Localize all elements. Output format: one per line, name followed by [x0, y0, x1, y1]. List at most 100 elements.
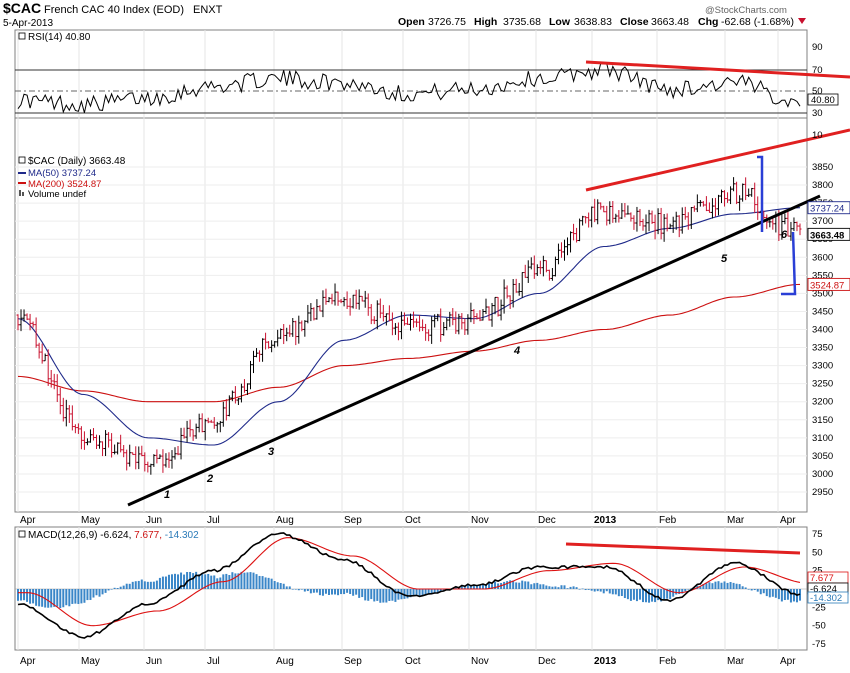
macd-histogram-bar — [478, 584, 481, 589]
macd-label-signal: 7.677, — [134, 530, 162, 541]
rsi-line — [17, 62, 801, 114]
price-tick-label: 3000 — [812, 469, 833, 480]
macd-histogram-bar — [666, 589, 669, 599]
rsi-tick-label: 30 — [812, 108, 823, 119]
macd-histogram-bar — [789, 589, 792, 603]
macd-histogram-bar — [291, 589, 294, 590]
rsi-panel-frame — [14, 29, 808, 119]
macd-histogram-bar — [361, 589, 364, 598]
macd-histogram-bar — [732, 582, 735, 589]
macd-histogram-bar — [536, 582, 539, 589]
price-tick-label: 3600 — [812, 252, 833, 263]
macd-histogram-bar — [614, 589, 617, 595]
macd-histogram-bar — [143, 581, 146, 589]
macd-histogram-bar — [134, 581, 137, 589]
macd-histogram-bar — [98, 589, 101, 597]
resistance-trendline-price — [585, 128, 850, 192]
macd-histogram-bar — [620, 589, 623, 597]
macd-histogram-bar — [560, 585, 563, 589]
macd-histogram-bar — [255, 574, 258, 589]
macd-label-hist: -14.302 — [165, 530, 199, 541]
macd-histogram-bar — [243, 572, 246, 589]
macd-histogram-bar — [32, 589, 35, 604]
ma50-line — [17, 207, 801, 446]
macd-histogram-bar — [705, 583, 708, 589]
macd-histogram-bar — [518, 582, 521, 589]
macd-histogram-bar — [623, 589, 626, 599]
macd-histogram-bar — [433, 589, 436, 594]
price-tick-label: 3400 — [812, 325, 833, 336]
macd-histogram-bar — [533, 583, 536, 589]
macd-tick-label: 50 — [812, 547, 823, 558]
macd-histogram-bar — [394, 589, 397, 602]
macd-histogram-bar — [207, 573, 210, 589]
x-tick-label: Feb — [659, 515, 677, 526]
annotation-layer: 1 2 3 4 5 6 — [127, 60, 850, 555]
macd-histogram-bar — [355, 589, 358, 595]
rsi-tick-label: 10 — [812, 130, 823, 141]
x-tick-label-bottom: 2013 — [594, 656, 617, 667]
wave-label-1: 1 — [164, 489, 170, 501]
x-tick-label-bottom: Sep — [344, 656, 362, 667]
macd-histogram-bar — [654, 589, 657, 603]
x-tick-label-bottom: Feb — [659, 656, 677, 667]
macd-histogram-bar — [584, 589, 587, 591]
macd-histogram-bar — [376, 589, 379, 601]
macd-tick-label: 25 — [812, 566, 823, 577]
macd-histogram-bar — [741, 586, 744, 589]
x-tick-label: Oct — [405, 515, 421, 526]
macd-histogram-bar — [77, 589, 80, 604]
macd-histogram-bar — [774, 589, 777, 598]
macd-histogram-bar — [388, 589, 391, 601]
index-name: French CAC 40 Index (EOD) — [44, 4, 184, 16]
open-value: 3726.75 — [428, 16, 466, 28]
macd-histogram-bar — [587, 589, 590, 590]
watermark: @StockCharts.com — [705, 5, 787, 16]
macd-histogram-bar — [669, 589, 672, 600]
macd-histogram-bar — [343, 589, 346, 595]
macd-histogram-bar — [23, 589, 26, 601]
macd-histogram-bar — [729, 582, 732, 589]
macd-histogram-bar — [300, 589, 303, 590]
macd-histogram-bar — [391, 589, 394, 601]
macd-histogram-bar — [626, 589, 629, 600]
macd-histogram-bar — [454, 586, 457, 589]
macd-histogram-bar — [714, 581, 717, 589]
macd-label-main: MACD(12,26,9) — [28, 530, 97, 541]
macd-histogram-bar — [768, 589, 771, 598]
macd-histogram-bar — [234, 573, 237, 589]
macd-signal-line — [18, 537, 801, 627]
wave-label-4: 4 — [513, 345, 520, 357]
macd-histogram-bar — [753, 589, 756, 591]
chg-label: Chg — [698, 16, 718, 28]
macd-histogram-bar — [530, 584, 533, 589]
macd-histogram-bar — [213, 575, 216, 589]
ma200-legend: MA(200) 3524.87 — [28, 179, 101, 190]
chg-value: -62.68 (-1.68%) — [721, 16, 794, 28]
macd-histogram-bar — [506, 581, 509, 589]
macd-histogram-bar — [276, 582, 279, 589]
macd-histogram-bar — [373, 589, 376, 602]
macd-histogram-bar — [89, 589, 92, 600]
macd-tick-label: -75 — [812, 639, 826, 650]
macd-legend-icon — [18, 530, 26, 538]
macd-histogram-bar — [228, 574, 231, 589]
macd-histogram-bar — [267, 577, 270, 589]
macd-histogram-bar — [575, 587, 578, 589]
macd-histogram-bar — [442, 589, 445, 591]
macd-histogram-bar — [551, 586, 554, 589]
macd-histogram-bar — [756, 589, 759, 592]
price-tick-label: 3250 — [812, 379, 833, 390]
macd-histogram-bar — [466, 584, 469, 589]
macd-histogram-bar — [249, 572, 252, 589]
macd-histogram-bar — [240, 571, 243, 589]
macd-histogram-bar — [128, 583, 131, 589]
change-down-icon — [798, 18, 806, 24]
macd-histogram-bar — [771, 589, 774, 597]
x-tick-label: Mar — [727, 515, 745, 526]
macd-histogram-bar — [786, 589, 789, 600]
macd-histogram-bar — [71, 589, 74, 604]
macd-histogram-bar — [264, 577, 267, 589]
ma50-last-box — [807, 201, 850, 215]
